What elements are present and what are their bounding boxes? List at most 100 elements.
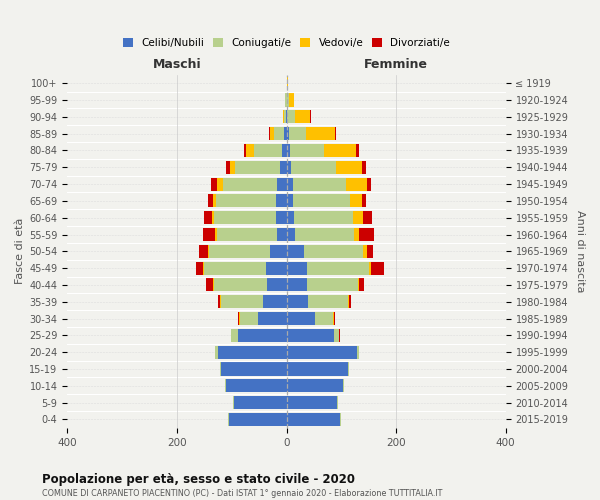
- Bar: [307, 262, 369, 274]
- Bar: [367, 178, 371, 190]
- Legend: Celibi/Nubili, Coniugati/e, Vedovi/e, Divorziati/e: Celibi/Nubili, Coniugati/e, Vedovi/e, Di…: [119, 34, 454, 52]
- Bar: [228, 413, 229, 426]
- Bar: [221, 362, 287, 376]
- Bar: [283, 110, 284, 124]
- Y-axis label: Anni di nascita: Anni di nascita: [575, 210, 585, 292]
- Text: Femmine: Femmine: [364, 58, 428, 71]
- Bar: [293, 178, 346, 190]
- Bar: [212, 211, 214, 224]
- Bar: [287, 94, 289, 106]
- Bar: [270, 127, 274, 140]
- Bar: [356, 144, 359, 157]
- Bar: [235, 160, 280, 174]
- Bar: [226, 160, 230, 174]
- Bar: [310, 110, 311, 124]
- Bar: [217, 194, 275, 207]
- Bar: [233, 396, 235, 409]
- Bar: [287, 346, 356, 358]
- Bar: [203, 262, 204, 274]
- Bar: [211, 178, 217, 190]
- Bar: [206, 278, 212, 291]
- Bar: [266, 262, 287, 274]
- Bar: [358, 278, 359, 291]
- Bar: [349, 295, 351, 308]
- Bar: [208, 245, 209, 258]
- Bar: [204, 211, 212, 224]
- Bar: [212, 278, 214, 291]
- Bar: [275, 211, 287, 224]
- Bar: [287, 110, 295, 124]
- Bar: [307, 278, 358, 291]
- Bar: [220, 362, 221, 376]
- Bar: [362, 194, 366, 207]
- Bar: [325, 144, 356, 157]
- Bar: [284, 110, 286, 124]
- Bar: [217, 228, 277, 241]
- Bar: [346, 178, 367, 190]
- Bar: [362, 211, 372, 224]
- Bar: [362, 160, 366, 174]
- Bar: [359, 278, 364, 291]
- Bar: [287, 278, 307, 291]
- Bar: [287, 362, 348, 376]
- Bar: [208, 194, 212, 207]
- Bar: [355, 228, 359, 241]
- Bar: [286, 94, 287, 106]
- Bar: [226, 379, 287, 392]
- Bar: [287, 413, 340, 426]
- Bar: [334, 329, 339, 342]
- Bar: [277, 178, 287, 190]
- Bar: [235, 396, 287, 409]
- Bar: [204, 262, 266, 274]
- Bar: [294, 211, 353, 224]
- Bar: [287, 262, 307, 274]
- Bar: [258, 312, 287, 325]
- Bar: [274, 127, 284, 140]
- Bar: [263, 295, 287, 308]
- Bar: [203, 228, 215, 241]
- Bar: [268, 278, 287, 291]
- Bar: [367, 245, 373, 258]
- Bar: [231, 329, 238, 342]
- Y-axis label: Fasce di età: Fasce di età: [15, 218, 25, 284]
- Bar: [240, 312, 258, 325]
- Bar: [287, 160, 291, 174]
- Bar: [209, 245, 270, 258]
- Text: Popolazione per età, sesso e stato civile - 2020: Popolazione per età, sesso e stato civil…: [42, 472, 355, 486]
- Bar: [217, 178, 223, 190]
- Bar: [287, 245, 304, 258]
- Bar: [282, 144, 287, 157]
- Bar: [221, 295, 263, 308]
- Bar: [238, 329, 287, 342]
- Bar: [315, 312, 333, 325]
- Bar: [284, 127, 287, 140]
- Bar: [304, 245, 363, 258]
- Bar: [287, 329, 334, 342]
- Bar: [369, 262, 371, 274]
- Bar: [291, 160, 336, 174]
- Bar: [214, 278, 268, 291]
- Bar: [348, 295, 349, 308]
- Bar: [336, 160, 362, 174]
- Bar: [199, 245, 208, 258]
- Bar: [289, 127, 306, 140]
- Bar: [335, 127, 337, 140]
- Bar: [223, 178, 277, 190]
- Bar: [275, 194, 287, 207]
- Bar: [246, 144, 254, 157]
- Bar: [287, 194, 293, 207]
- Bar: [371, 262, 383, 274]
- Bar: [293, 194, 350, 207]
- Bar: [308, 295, 348, 308]
- Bar: [353, 211, 362, 224]
- Bar: [254, 144, 282, 157]
- Bar: [212, 194, 217, 207]
- Bar: [229, 413, 287, 426]
- Bar: [280, 160, 287, 174]
- Bar: [287, 379, 343, 392]
- Bar: [350, 194, 362, 207]
- Bar: [359, 228, 374, 241]
- Bar: [196, 262, 203, 274]
- Bar: [287, 396, 337, 409]
- Bar: [363, 245, 367, 258]
